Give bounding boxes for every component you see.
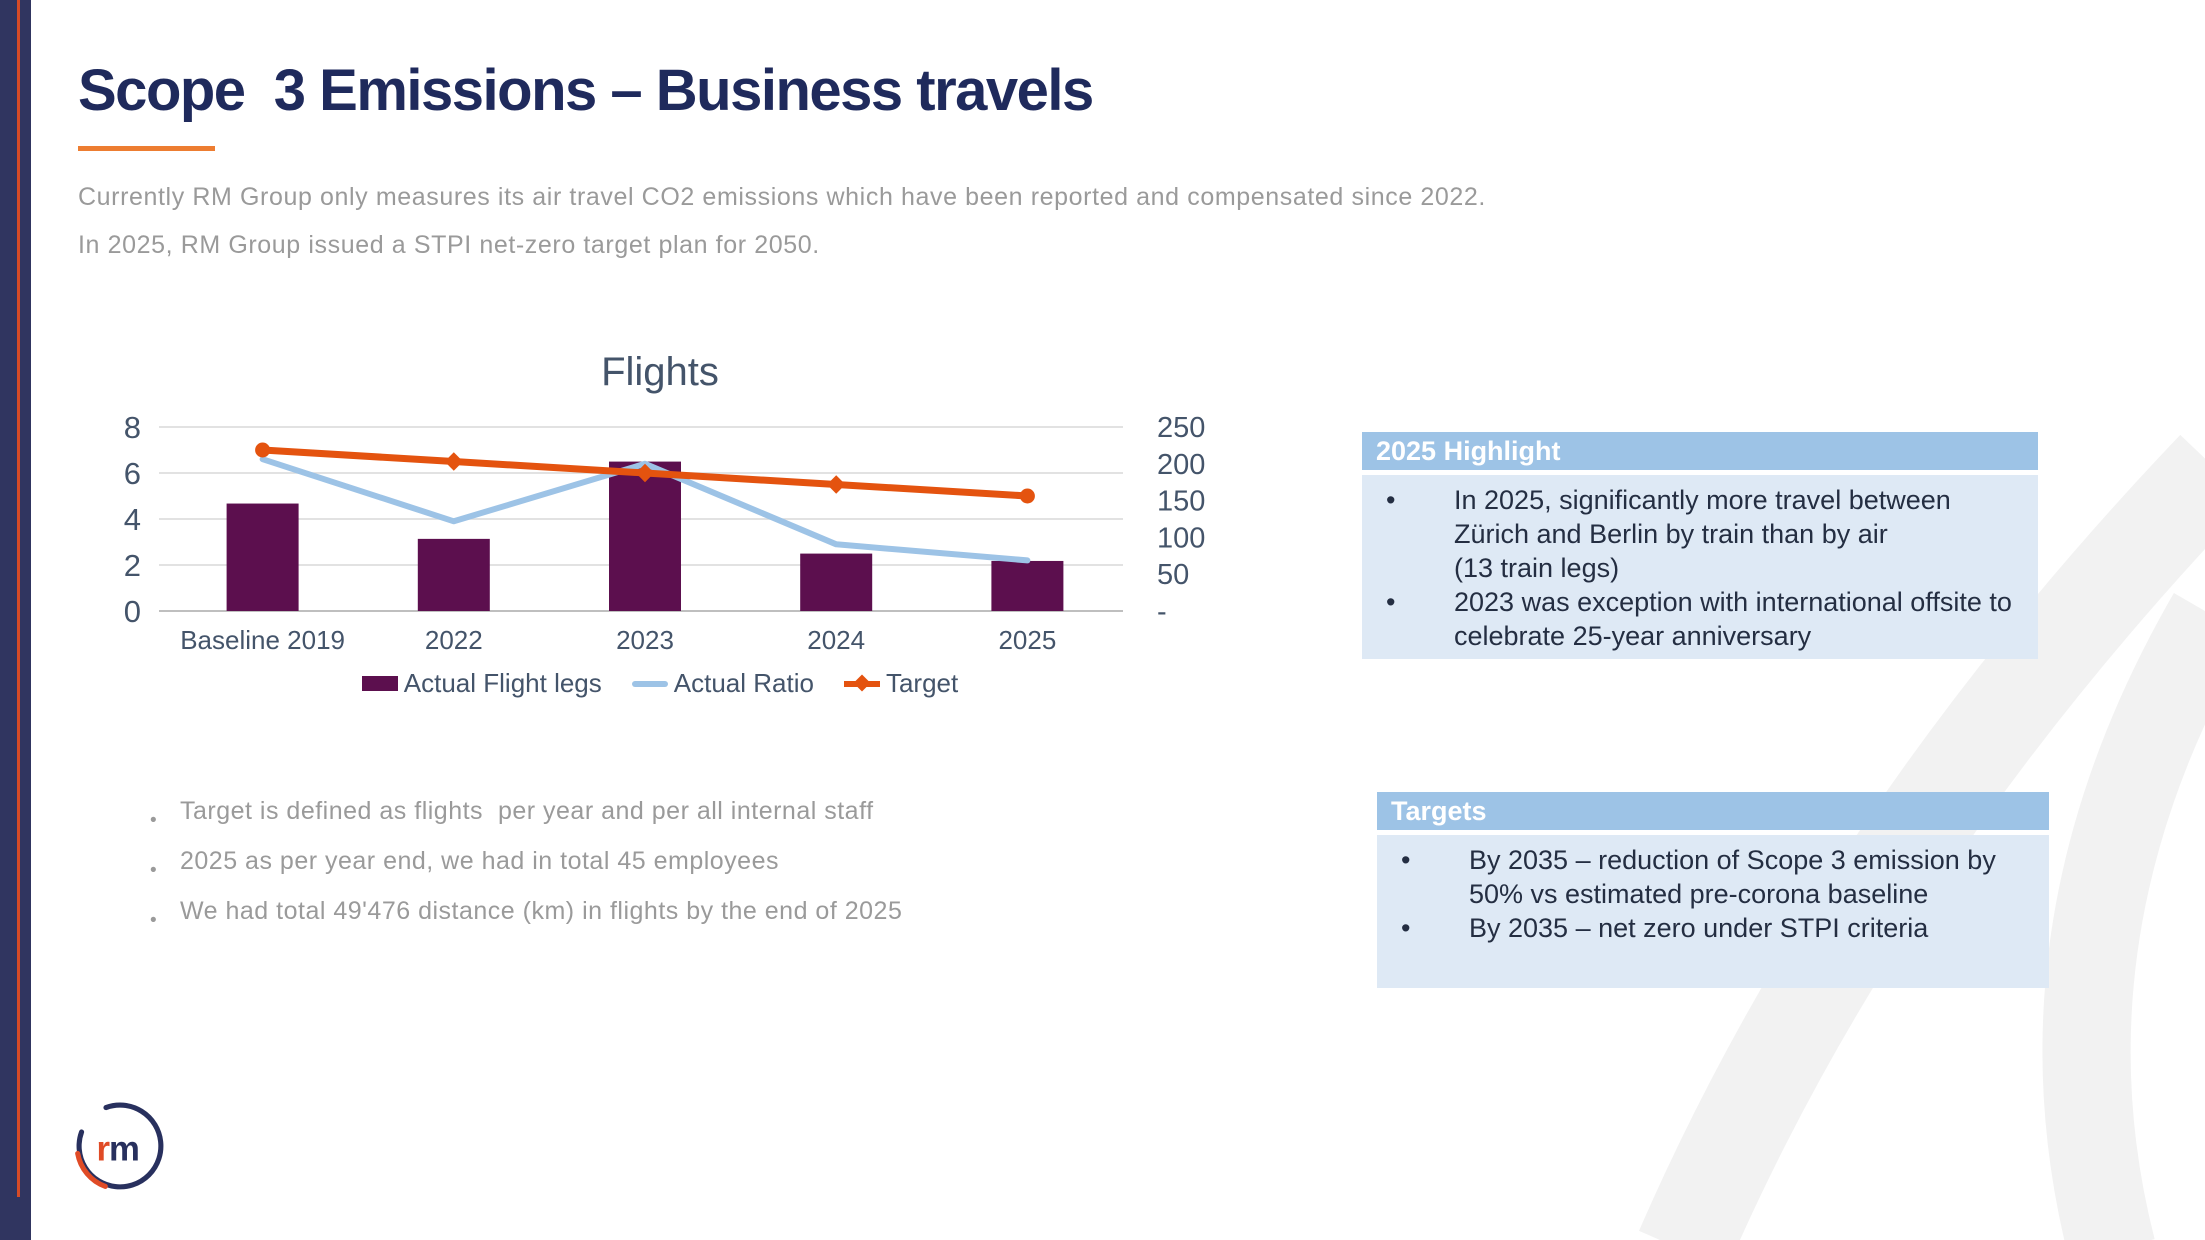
svg-text:2024: 2024 <box>807 625 865 655</box>
title-underline <box>78 146 215 151</box>
notes-list: Target is defined as flights per year an… <box>150 798 902 948</box>
svg-text:0: 0 <box>124 594 141 629</box>
svg-text:100: 100 <box>1157 522 1205 554</box>
svg-text:Flights: Flights <box>601 350 719 394</box>
legend-label-flight-legs: Actual Flight legs <box>403 668 602 698</box>
page-title: Scope 3 Emissions – Business travels <box>78 58 1094 123</box>
svg-text:2025: 2025 <box>998 625 1056 655</box>
legend-item-target: Target <box>843 668 959 699</box>
legend-target-diamond-icon <box>853 674 871 692</box>
highlight-bullet-2023-exception: 2023 was exception with international of… <box>1362 585 2028 653</box>
svg-text:8: 8 <box>124 410 141 445</box>
targets-box: Targets By 2035 – reduction of Scope 3 e… <box>1377 792 2049 1004</box>
highlight-2025-box: 2025 Highlight In 2025, significantly mo… <box>1362 432 2038 675</box>
legend-line-swatch <box>631 680 668 687</box>
svg-text:250: 250 <box>1157 412 1205 444</box>
left-accent-bar <box>0 0 31 1240</box>
svg-text:2: 2 <box>124 548 141 583</box>
svg-text:50: 50 <box>1157 559 1189 591</box>
intro-line-1: Currently RM Group only measures its air… <box>78 183 1486 211</box>
note-item-distance: We had total 49'476 distance (km) in fli… <box>150 898 902 935</box>
legend-item-flight-legs: Actual Flight legs <box>361 668 602 699</box>
left-accent-line <box>17 0 20 1197</box>
svg-text:-: - <box>1157 596 1167 628</box>
rm-logo: rm <box>75 1102 164 1190</box>
highlight-bullet-train-travel: In 2025, significantly more travel betwe… <box>1362 483 2028 585</box>
logo-letters: rm <box>96 1130 138 1168</box>
legend-item-actual-ratio: Actual Ratio <box>631 668 814 699</box>
legend-target-swatch <box>843 674 880 692</box>
highlight-box-title: 2025 Highlight <box>1362 432 2038 470</box>
targets-bullet-net-zero: By 2035 – net zero under STPI criteria <box>1377 911 2039 945</box>
legend-label-actual-ratio: Actual Ratio <box>673 668 814 698</box>
logo-letter-m: m <box>109 1130 139 1168</box>
note-item-target-definition: Target is defined as flights per year an… <box>150 798 902 835</box>
legend-bar-swatch <box>361 676 398 691</box>
chart-legend: Actual Flight legs Actual Ratio Target <box>105 668 1215 699</box>
svg-text:6: 6 <box>124 456 141 491</box>
svg-text:200: 200 <box>1157 449 1205 481</box>
targets-bullet-reduction: By 2035 – reduction of Scope 3 emission … <box>1377 843 2039 911</box>
legend-label-target: Target <box>885 668 959 698</box>
highlight-box-body: In 2025, significantly more travel betwe… <box>1362 475 2038 659</box>
svg-text:2022: 2022 <box>425 625 483 655</box>
logo-letter-r: r <box>96 1130 109 1168</box>
svg-text:2023: 2023 <box>616 625 674 655</box>
svg-text:150: 150 <box>1157 486 1205 518</box>
logo-orange-arc <box>75 1150 108 1189</box>
svg-text:Baseline 2019: Baseline 2019 <box>180 625 345 655</box>
note-item-employees: 2025 as per year end, we had in total 45… <box>150 848 902 885</box>
svg-text:4: 4 <box>124 502 141 537</box>
targets-box-title: Targets <box>1377 792 2049 830</box>
swoosh-outer-arc <box>2042 592 2205 1240</box>
intro-line-2: In 2025, RM Group issued a STPI net-zero… <box>78 231 820 259</box>
targets-box-body: By 2035 – reduction of Scope 3 emission … <box>1377 835 2049 988</box>
